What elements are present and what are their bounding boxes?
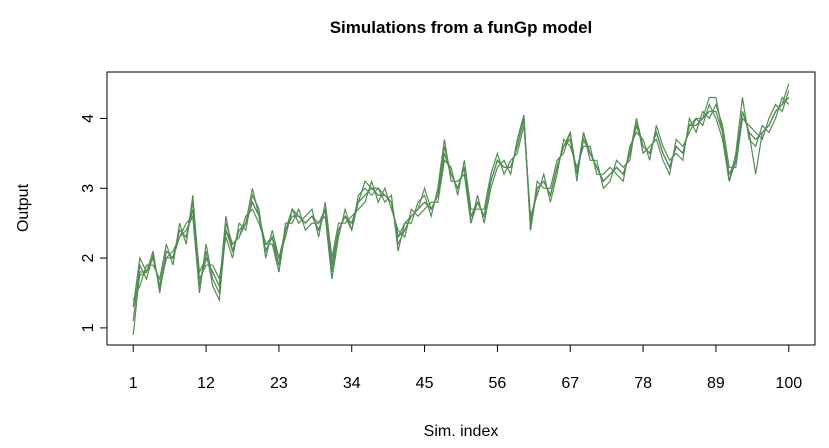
y-tick-label: 2 bbox=[80, 254, 97, 263]
plot-box bbox=[106, 71, 816, 346]
y-tick-label: 3 bbox=[80, 184, 97, 193]
x-tick-label: 34 bbox=[343, 375, 361, 392]
x-tick-label: 45 bbox=[416, 375, 434, 392]
chart-title: Simulations from a funGp model bbox=[330, 18, 593, 37]
y-axis-label: Output bbox=[15, 183, 32, 232]
x-tick-label: 56 bbox=[489, 375, 507, 392]
x-tick-label: 1 bbox=[129, 375, 138, 392]
x-axis-label: Sim. index bbox=[424, 423, 499, 440]
y-tick-label: 1 bbox=[80, 323, 97, 332]
x-tick-label: 12 bbox=[197, 375, 215, 392]
series-line bbox=[132, 96, 790, 321]
series-line bbox=[132, 97, 790, 335]
y-tick-label: 4 bbox=[80, 114, 97, 123]
x-tick-label: 100 bbox=[775, 375, 802, 392]
x-tick-label: 23 bbox=[270, 375, 288, 392]
series-line bbox=[132, 83, 790, 308]
x-tick-label: 67 bbox=[561, 375, 579, 392]
x-tick-label: 89 bbox=[707, 375, 725, 392]
x-tick-label: 78 bbox=[634, 375, 652, 392]
series-line bbox=[132, 90, 790, 301]
